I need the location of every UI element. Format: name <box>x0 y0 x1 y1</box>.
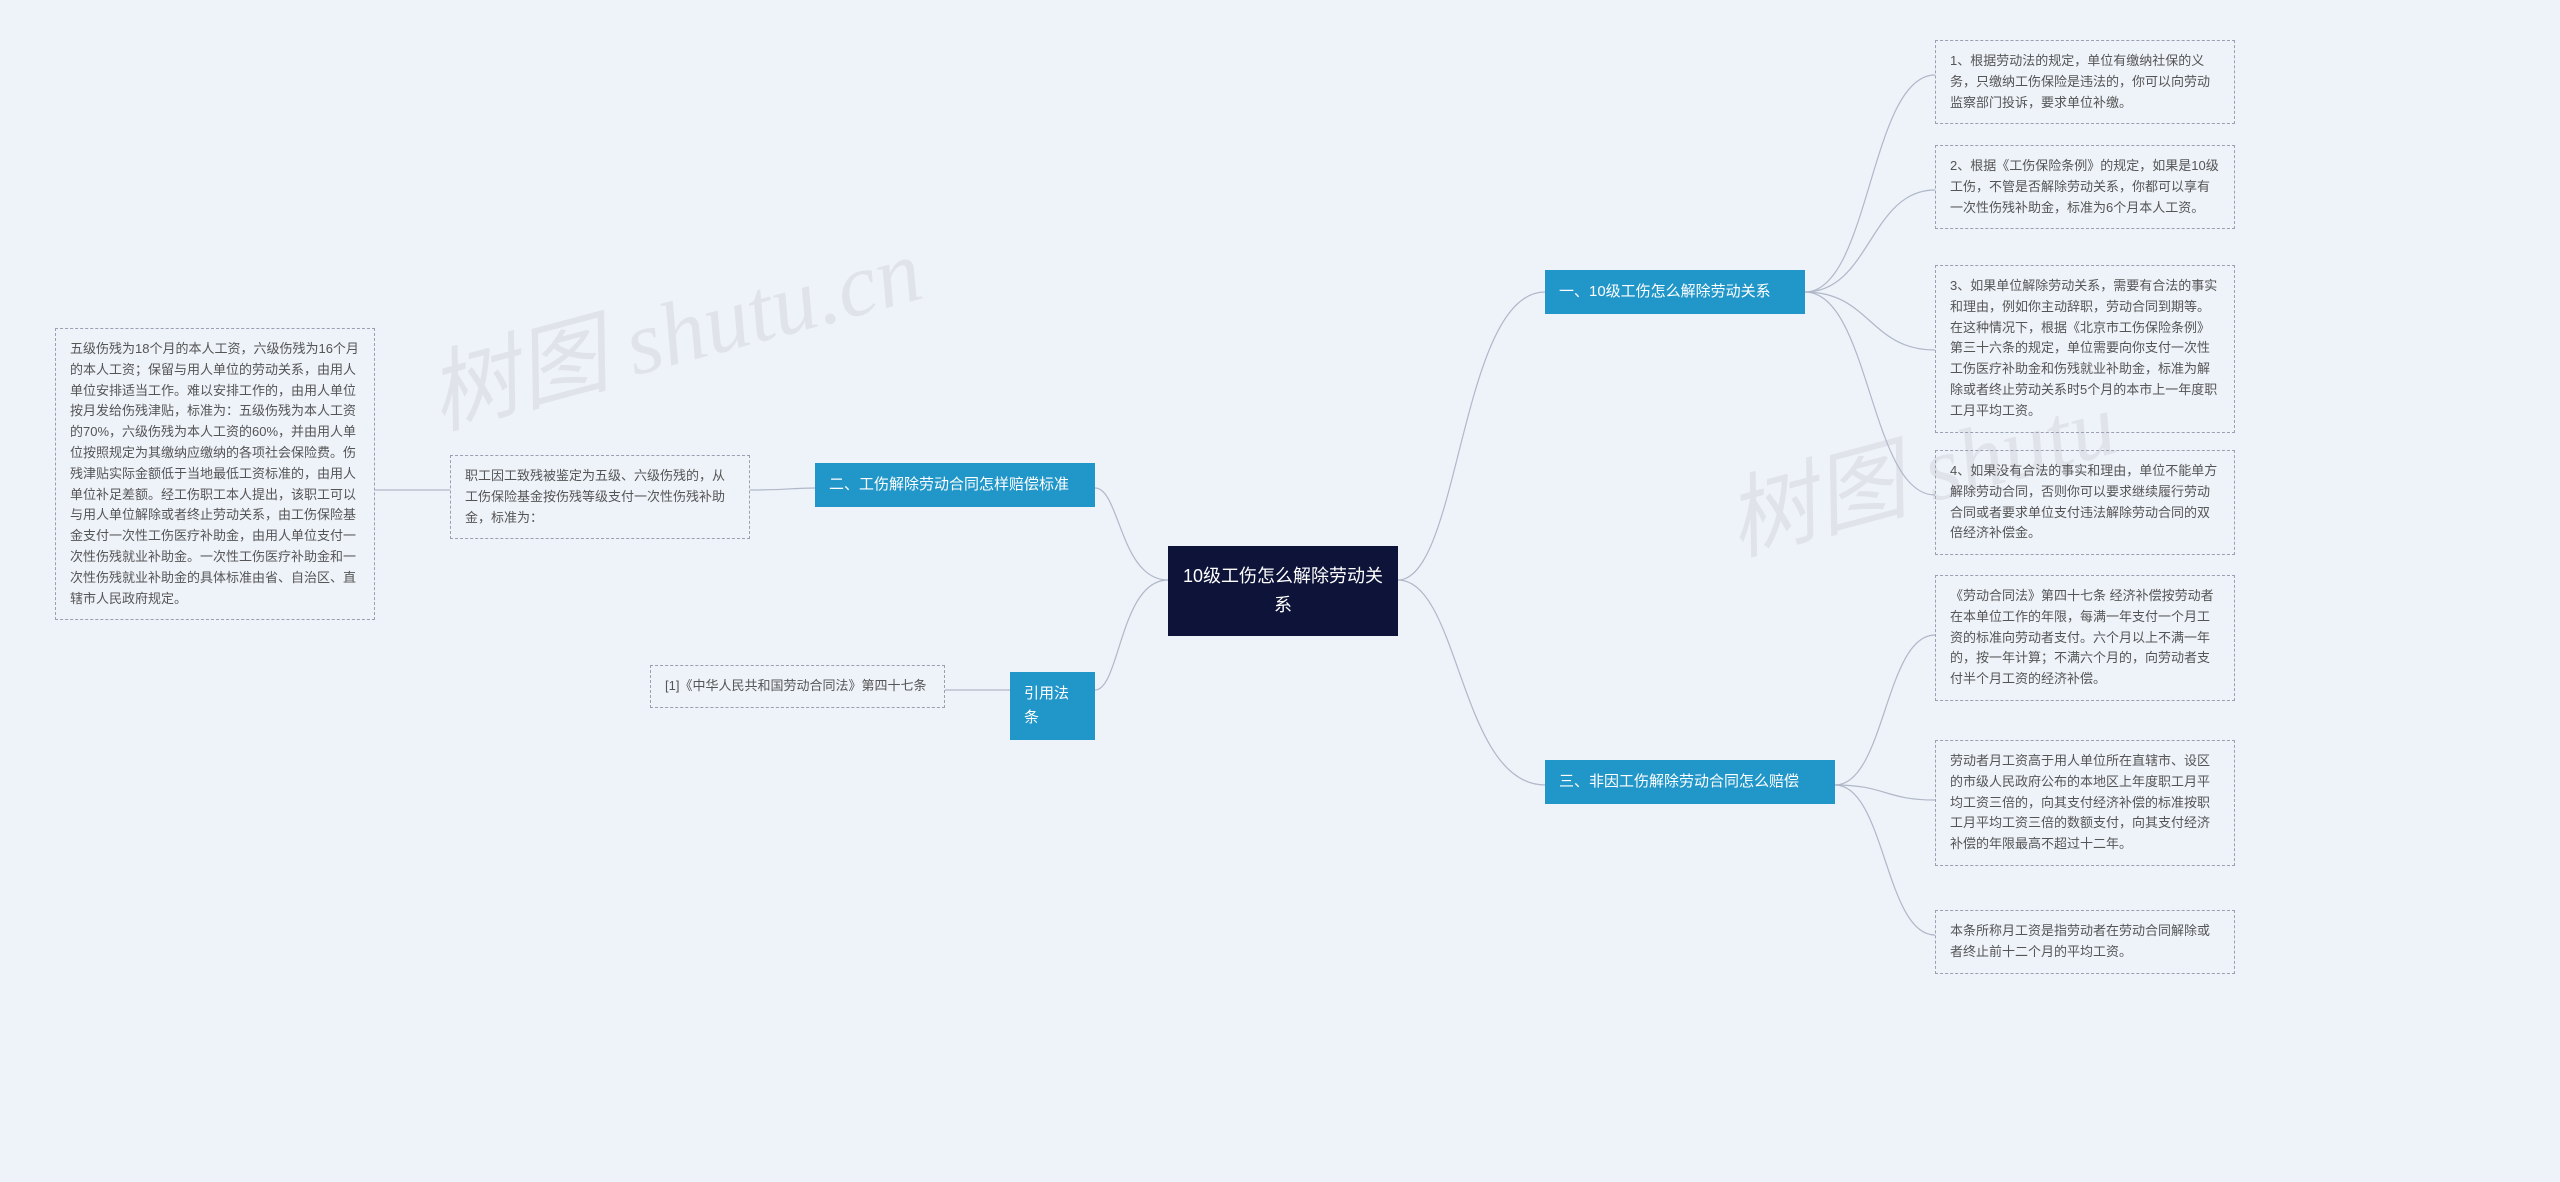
leaf-r2c: 本条所称月工资是指劳动者在劳动合同解除或者终止前十二个月的平均工资。 <box>1935 910 2235 974</box>
branch-r1: 一、10级工伤怎么解除劳动关系 <box>1545 270 1805 314</box>
watermark-left: 树图 shutu.cn <box>412 197 933 453</box>
leaf-r1c: 3、如果单位解除劳动关系，需要有合法的事实和理由，例如你主动辞职，劳动合同到期等… <box>1935 265 2235 433</box>
leaf-r1a: 1、根据劳动法的规定，单位有缴纳社保的义务，只缴纳工伤保险是违法的，你可以向劳动… <box>1935 40 2235 124</box>
leaf-r2a: 《劳动合同法》第四十七条 经济补偿按劳动者在本单位工作的年限，每满一年支付一个月… <box>1935 575 2235 701</box>
branch-r2: 三、非因工伤解除劳动合同怎么赔偿 <box>1545 760 1835 804</box>
leaf-r1d: 4、如果没有合法的事实和理由，单位不能单方解除劳动合同，否则你可以要求继续履行劳… <box>1935 450 2235 555</box>
leaf-r1b: 2、根据《工伤保险条例》的规定，如果是10级工伤，不管是否解除劳动关系，你都可以… <box>1935 145 2235 229</box>
branch-l2: 引用法条 <box>1010 672 1095 740</box>
branch-l1: 二、工伤解除劳动合同怎样赔偿标准 <box>815 463 1095 507</box>
leaf-l1a1: 五级伤残为18个月的本人工资，六级伤残为16个月的本人工资；保留与用人单位的劳动… <box>55 328 375 620</box>
leaf-l1a: 职工因工致残被鉴定为五级、六级伤残的，从工伤保险基金按伤残等级支付一次性伤残补助… <box>450 455 750 539</box>
leaf-l2a: [1]《中华人民共和国劳动合同法》第四十七条 <box>650 665 945 708</box>
center-node: 10级工伤怎么解除劳动关系 <box>1168 546 1398 636</box>
leaf-r2b: 劳动者月工资高于用人单位所在直辖市、设区的市级人民政府公布的本地区上年度职工月平… <box>1935 740 2235 866</box>
